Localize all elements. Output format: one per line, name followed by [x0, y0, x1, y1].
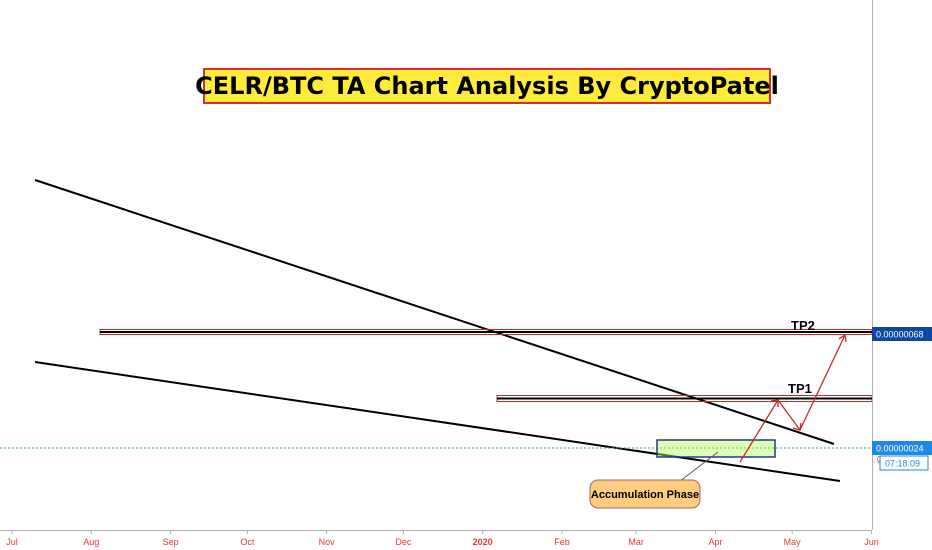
countdown-timer: 07:18:09: [885, 459, 920, 469]
current-price-badge: [872, 441, 932, 455]
chart-title: CELR/BTC TA Chart Analysis By CryptoPate…: [195, 72, 779, 100]
x-tick-label: Jul: [6, 537, 18, 547]
x-tick-label: Dec: [395, 537, 412, 547]
x-tick-label: Sep: [163, 537, 179, 547]
chart-title-box: CELR/BTC TA Chart Analysis By CryptoPate…: [195, 68, 779, 104]
x-tick-label: Aug: [83, 537, 99, 547]
current-price-label: 0.00000024: [876, 444, 924, 454]
arrowhead-1: [770, 399, 779, 407]
x-tick-label: Oct: [240, 537, 255, 547]
tp2-label: TP2: [791, 318, 815, 333]
x-tick-label: 2020: [473, 537, 493, 547]
y-axis: 0.000001900.000001800.000001700.00000160…: [872, 457, 925, 467]
drawings: Accumulation Phase TP2 TP1: [0, 179, 873, 509]
lower-trendline: [34, 361, 841, 482]
projection-arrow-path: [739, 334, 846, 463]
x-tick-label: Apr: [708, 537, 722, 547]
x-tick-label: Nov: [319, 537, 336, 547]
upper-trendline: [34, 179, 835, 445]
x-tick-label: Mar: [628, 537, 644, 547]
arrowhead-2: [792, 422, 802, 431]
countdown-badge: [879, 455, 929, 471]
marker-price-badge: [872, 327, 932, 341]
accumulation-callout-text: Accumulation Phase: [591, 489, 699, 501]
accumulation-zone: [656, 439, 776, 458]
x-tick-label: Jun: [864, 537, 879, 547]
accumulation-callout-box: [589, 479, 701, 509]
x-axis: Jul Aug Sep Oct Nov Dec 2020 Feb Mar Apr May Jun: [6, 530, 879, 547]
x-tick-label: May: [784, 537, 802, 547]
x-tick-label: Feb: [554, 537, 570, 547]
tp1-label: TP1: [788, 381, 812, 396]
arrowhead-3: [838, 333, 847, 343]
marker-price-label: 0.00000068: [876, 330, 924, 340]
